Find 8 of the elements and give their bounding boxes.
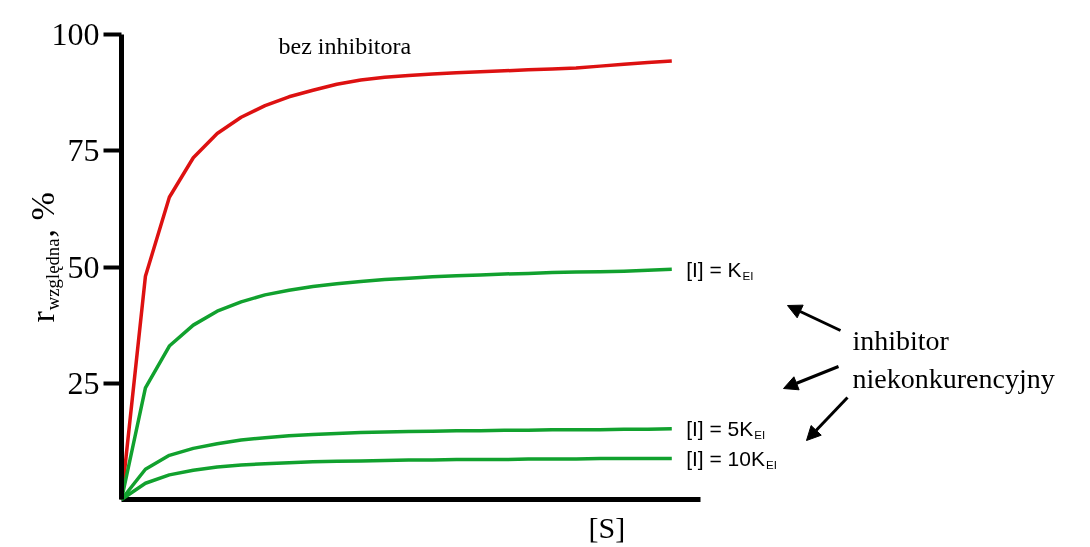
- x-axis-title: [S]: [588, 510, 626, 544]
- y-tick-label: 25: [67, 364, 100, 401]
- y-tick-label: 50: [67, 248, 100, 285]
- y-axis-title: rwzględna, %: [24, 192, 64, 323]
- text: inhibitor niekonkurencyjny: [852, 325, 1055, 394]
- y-tick-label: 100: [51, 16, 100, 52]
- series-label: bez inhibitora: [278, 32, 412, 59]
- y-tick-label: 75: [67, 132, 100, 169]
